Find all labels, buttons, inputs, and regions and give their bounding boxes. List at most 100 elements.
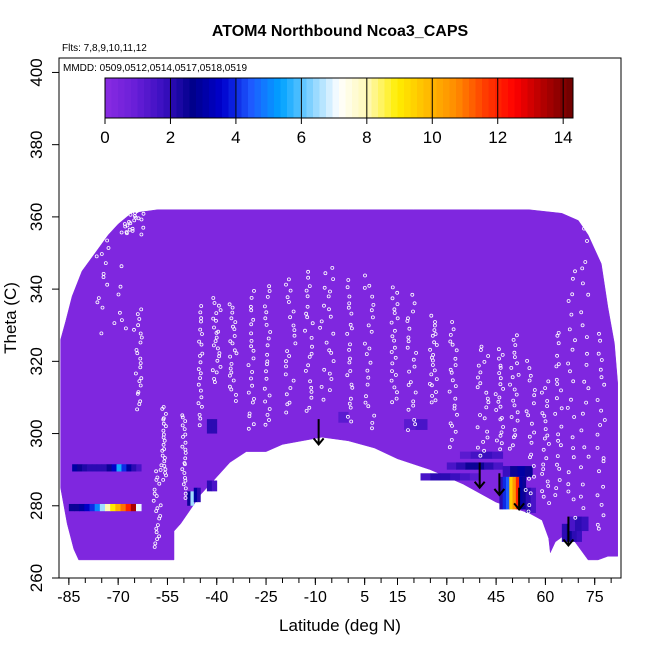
track-point	[284, 364, 288, 369]
track-point	[284, 410, 289, 415]
track-point	[161, 416, 166, 421]
anomaly-cell	[106, 464, 112, 472]
track-point	[136, 323, 141, 328]
track-point	[99, 252, 104, 256]
track-point	[249, 376, 253, 381]
track-point	[395, 290, 400, 295]
track-point	[543, 386, 547, 391]
track-point	[540, 390, 544, 395]
track-point	[158, 514, 163, 518]
colorbar-swatch	[274, 78, 281, 118]
track-point	[158, 468, 163, 472]
anomaly-cell	[130, 503, 137, 512]
anomaly-cell	[465, 462, 476, 470]
track-point	[368, 360, 373, 365]
track-point	[101, 271, 106, 276]
track-point	[230, 305, 235, 310]
track-point	[566, 361, 570, 366]
track-point	[450, 378, 455, 383]
track-point	[183, 440, 188, 445]
anomaly-cell	[79, 503, 85, 512]
track-point	[319, 384, 324, 389]
track-point	[497, 371, 502, 376]
track-point	[448, 339, 453, 344]
colorbar-swatch	[150, 78, 158, 118]
track-point	[429, 400, 434, 405]
track-point	[310, 321, 315, 326]
track-point	[528, 491, 533, 496]
track-point	[482, 359, 487, 364]
track-point	[512, 387, 517, 392]
track-point	[118, 284, 123, 289]
track-point	[429, 372, 434, 377]
anomaly-cell	[519, 476, 523, 510]
anomaly-cell	[121, 464, 127, 472]
anomaly-cell	[82, 464, 88, 472]
y-tick-label: 380	[27, 130, 46, 158]
track-point	[523, 488, 528, 492]
track-point	[198, 388, 203, 393]
anomaly-cell	[206, 480, 213, 492]
anomaly-cell	[484, 462, 494, 470]
colorbar-swatch	[118, 78, 125, 118]
track-point	[262, 304, 267, 309]
track-point	[161, 421, 166, 426]
track-point	[138, 361, 143, 366]
track-point	[532, 388, 537, 392]
anomaly-cell	[493, 462, 504, 470]
anomaly-cell	[576, 523, 582, 542]
track-point	[264, 310, 269, 315]
track-point	[579, 465, 583, 470]
track-point	[249, 295, 254, 300]
track-point	[482, 448, 487, 453]
track-point	[292, 333, 297, 338]
track-point	[532, 474, 536, 479]
track-point	[326, 294, 331, 299]
anomaly-cell	[84, 503, 90, 512]
track-point	[513, 355, 517, 360]
track-point	[304, 288, 309, 293]
track-point	[370, 315, 375, 320]
dates-subtitle: MMDD: 0509,0512,0514,0517,0518,0519	[63, 63, 247, 74]
track-point	[601, 513, 606, 518]
track-point	[137, 317, 142, 321]
anomaly-cell	[136, 464, 142, 472]
anomaly-cell	[86, 464, 93, 472]
track-point	[100, 305, 105, 310]
anomaly-cell	[510, 466, 518, 477]
track-point	[162, 438, 167, 443]
track-point	[233, 320, 238, 325]
colorbar-swatch	[365, 78, 372, 118]
track-point	[133, 371, 138, 376]
track-point	[496, 399, 501, 404]
track-point	[162, 459, 167, 464]
track-point	[556, 341, 561, 346]
track-point	[567, 327, 572, 332]
y-axis: 260 280 300 320 340 360 380 400	[27, 58, 59, 592]
track-point	[138, 383, 143, 388]
x-tick-label: -85	[57, 589, 80, 606]
track-point	[527, 434, 532, 439]
track-point	[120, 318, 124, 323]
track-point	[498, 376, 503, 381]
y-tick-label: 320	[27, 347, 46, 375]
track-point	[267, 418, 271, 422]
x-tick-label: 60	[537, 589, 555, 606]
track-point	[531, 464, 536, 468]
track-point	[532, 393, 537, 398]
track-point	[231, 378, 236, 383]
track-point	[263, 316, 268, 321]
track-point	[116, 292, 121, 297]
track-point	[513, 433, 518, 438]
track-point	[484, 405, 489, 410]
anomaly-cell	[197, 487, 201, 503]
track-point	[498, 365, 503, 370]
track-point	[157, 481, 162, 486]
track-point	[309, 395, 314, 400]
track-point	[183, 432, 188, 437]
track-point	[199, 304, 204, 308]
track-point	[595, 398, 600, 402]
track-point	[229, 361, 234, 366]
track-point	[327, 307, 331, 312]
track-point	[267, 289, 272, 293]
